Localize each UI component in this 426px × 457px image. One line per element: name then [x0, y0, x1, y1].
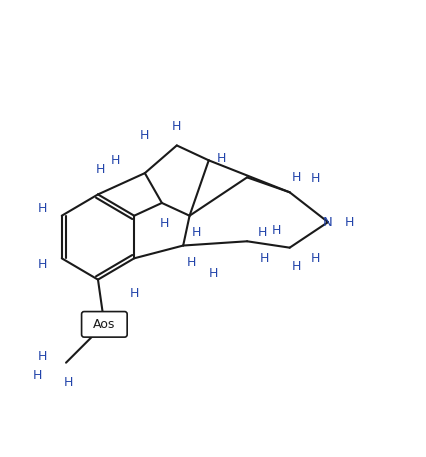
Text: H: H — [38, 202, 47, 214]
Text: H: H — [187, 256, 196, 269]
Text: H: H — [95, 163, 105, 176]
Text: H: H — [110, 154, 120, 167]
Text: H: H — [311, 172, 320, 185]
Text: Aos: Aos — [93, 318, 115, 331]
Text: H: H — [208, 267, 218, 280]
Text: H: H — [272, 224, 282, 237]
Text: H: H — [38, 350, 47, 363]
Text: H: H — [257, 226, 267, 239]
Text: H: H — [63, 376, 73, 389]
Text: H: H — [217, 152, 226, 165]
Text: H: H — [291, 171, 301, 184]
Text: H: H — [140, 129, 150, 142]
Text: H: H — [291, 260, 301, 273]
Text: H: H — [311, 252, 320, 265]
Text: N: N — [323, 216, 333, 228]
Text: H: H — [172, 120, 181, 133]
Text: H: H — [38, 258, 47, 271]
FancyBboxPatch shape — [81, 312, 127, 337]
Text: H: H — [33, 369, 42, 382]
Text: H: H — [345, 216, 354, 228]
Text: H: H — [159, 217, 169, 230]
Text: H: H — [191, 226, 201, 239]
Text: H: H — [259, 252, 269, 265]
Text: H: H — [130, 287, 139, 300]
